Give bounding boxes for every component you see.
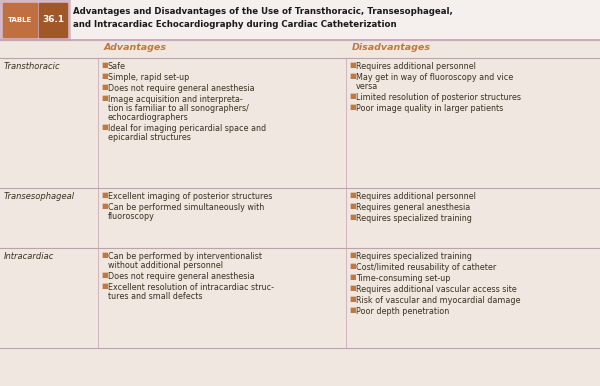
- Bar: [3, 3, 37, 37]
- Text: Requires general anesthesia: Requires general anesthesia: [356, 203, 470, 212]
- Text: ■: ■: [101, 252, 107, 258]
- Text: ■: ■: [349, 307, 356, 313]
- Text: Advantages and Disadvantages of the Use of Transthoracic, Transesophageal,: Advantages and Disadvantages of the Use …: [73, 7, 453, 16]
- Bar: [39, 3, 67, 37]
- Text: Risk of vascular and myocardial damage: Risk of vascular and myocardial damage: [356, 296, 521, 305]
- Text: ■: ■: [349, 93, 356, 99]
- Text: Does not require general anesthesia: Does not require general anesthesia: [108, 84, 254, 93]
- Text: epicardial structures: epicardial structures: [108, 133, 191, 142]
- Text: Safe: Safe: [108, 62, 126, 71]
- Text: ■: ■: [349, 62, 356, 68]
- Text: Transesophageal: Transesophageal: [4, 192, 75, 201]
- Text: Requires additional personnel: Requires additional personnel: [356, 62, 476, 71]
- Text: ■: ■: [101, 192, 107, 198]
- Text: ■: ■: [349, 214, 356, 220]
- Text: ■: ■: [101, 62, 107, 68]
- Text: Can be performed by interventionalist: Can be performed by interventionalist: [108, 252, 262, 261]
- Text: ■: ■: [349, 252, 356, 258]
- Text: Requires additional personnel: Requires additional personnel: [356, 192, 476, 201]
- Text: versa: versa: [356, 82, 378, 91]
- Text: Requires additional vascular access site: Requires additional vascular access site: [356, 285, 517, 294]
- Text: fluoroscopy: fluoroscopy: [108, 212, 155, 221]
- Text: ■: ■: [349, 285, 356, 291]
- Text: Requires specialized training: Requires specialized training: [356, 252, 472, 261]
- Text: ■: ■: [101, 95, 107, 101]
- Text: Can be performed simultaneously with: Can be performed simultaneously with: [108, 203, 264, 212]
- Text: ■: ■: [349, 192, 356, 198]
- Text: Image acquisition and interpreta-: Image acquisition and interpreta-: [108, 95, 243, 104]
- Text: Requires specialized training: Requires specialized training: [356, 214, 472, 223]
- Text: ■: ■: [101, 73, 107, 79]
- Text: ■: ■: [349, 263, 356, 269]
- Text: ■: ■: [349, 104, 356, 110]
- Text: May get in way of fluoroscopy and vice: May get in way of fluoroscopy and vice: [356, 73, 513, 82]
- Text: Poor depth penetration: Poor depth penetration: [356, 307, 449, 316]
- Text: ■: ■: [101, 272, 107, 278]
- Text: Cost/limited reusability of catheter: Cost/limited reusability of catheter: [356, 263, 496, 272]
- Text: Transthoracic: Transthoracic: [4, 62, 61, 71]
- Text: ■: ■: [349, 274, 356, 280]
- Text: ■: ■: [349, 203, 356, 209]
- Text: without additional personnel: without additional personnel: [108, 261, 223, 270]
- Text: Intracardiac: Intracardiac: [4, 252, 55, 261]
- Text: echocardiographers: echocardiographers: [108, 113, 189, 122]
- Text: ■: ■: [101, 124, 107, 130]
- Text: Disadvantages: Disadvantages: [352, 43, 431, 52]
- Text: Advantages: Advantages: [104, 43, 167, 52]
- Text: Does not require general anesthesia: Does not require general anesthesia: [108, 272, 254, 281]
- Text: TABLE: TABLE: [8, 17, 32, 23]
- Bar: [0, 0, 600, 40]
- Bar: [71, 0, 600, 40]
- Text: tion is familiar to all sonographers/: tion is familiar to all sonographers/: [108, 104, 249, 113]
- Text: Limited resolution of posterior structures: Limited resolution of posterior structur…: [356, 93, 521, 102]
- Text: Ideal for imaging pericardial space and: Ideal for imaging pericardial space and: [108, 124, 266, 133]
- Text: ■: ■: [101, 84, 107, 90]
- Text: Simple, rapid set-up: Simple, rapid set-up: [108, 73, 189, 82]
- Text: Excellent imaging of posterior structures: Excellent imaging of posterior structure…: [108, 192, 272, 201]
- Text: Excellent resolution of intracardiac struc-: Excellent resolution of intracardiac str…: [108, 283, 274, 292]
- Text: ■: ■: [101, 203, 107, 209]
- Text: Poor image quality in larger patients: Poor image quality in larger patients: [356, 104, 503, 113]
- Text: tures and small defects: tures and small defects: [108, 292, 203, 301]
- Text: Time-consuming set-up: Time-consuming set-up: [356, 274, 451, 283]
- Text: 36.1: 36.1: [42, 15, 64, 24]
- Text: ■: ■: [101, 283, 107, 289]
- Text: and Intracardiac Echocardiography during Cardiac Catheterization: and Intracardiac Echocardiography during…: [73, 20, 397, 29]
- Text: ■: ■: [349, 73, 356, 79]
- Text: ■: ■: [349, 296, 356, 302]
